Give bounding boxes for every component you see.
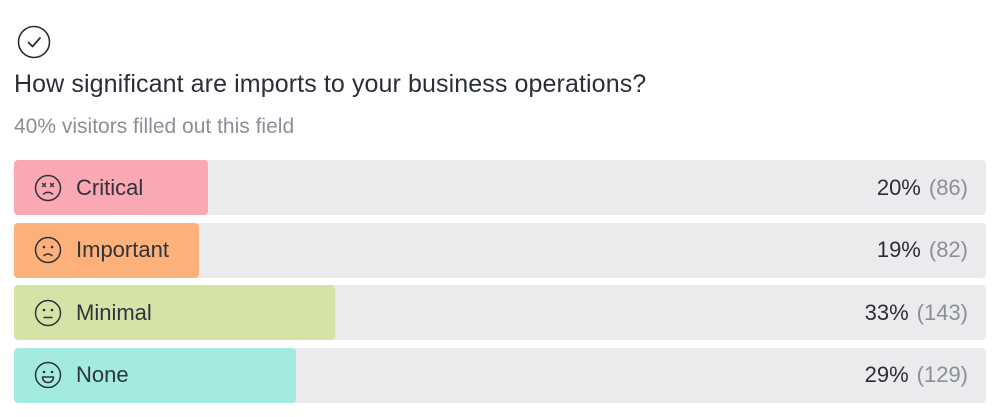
answer-count: (143) — [916, 299, 968, 325]
fill-rate-text: 40% visitors filled out this field — [14, 115, 295, 138]
answer-label: None — [76, 362, 129, 387]
answer-label: Minimal — [76, 299, 152, 325]
answer-fill-minimal — [14, 285, 335, 340]
happy-face-icon — [34, 361, 62, 389]
answer-percent: 20% — [876, 174, 921, 200]
answer-row-minimal: Minimal 33% (143) — [14, 285, 986, 340]
answer-row-none: None 29% (129) — [14, 347, 986, 403]
answer-percent: 19% — [876, 237, 921, 262]
answer-count: (129) — [916, 362, 968, 387]
answer-count: (86) — [928, 174, 968, 200]
answer-count: (82) — [928, 237, 968, 262]
check-circle-icon — [17, 25, 51, 59]
answer-bars: Critical 20% (86) Important 19% (82) — [14, 160, 986, 410]
dizzy-face-icon — [34, 174, 62, 201]
answer-percent: 29% — [864, 362, 909, 387]
answer-label: Critical — [76, 174, 144, 200]
answer-percent: 33% — [864, 299, 909, 325]
answer-label: Important — [76, 237, 169, 262]
answer-fill-important — [14, 222, 199, 278]
answer-fill-critical — [14, 160, 209, 215]
question-title: How significant are imports to your busi… — [14, 70, 647, 98]
sad-face-icon — [34, 236, 62, 264]
answer-row-important: Important 19% (82) — [14, 222, 986, 278]
neutral-face-icon — [34, 299, 62, 326]
answer-row-critical: Critical 20% (86) — [14, 160, 986, 215]
